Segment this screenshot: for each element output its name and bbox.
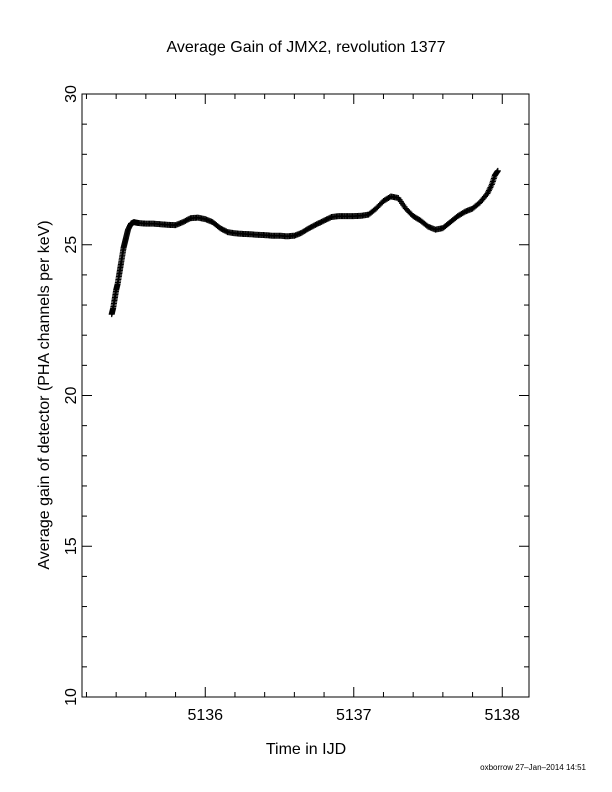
y-tick-label: 10 (63, 688, 80, 706)
x-tick-label: 5137 (336, 707, 372, 724)
y-tick-label: 25 (63, 236, 80, 254)
y-tick-label: 20 (63, 387, 80, 405)
axis-ticks (82, 93, 529, 698)
x-tick-label: 5136 (187, 707, 223, 724)
y-axis-label: Average gain of detector (PHA channels p… (36, 220, 53, 569)
footnote: oxborrow 27–Jan–2014 14:51 (480, 763, 586, 772)
chart-title: Average Gain of JMX2, revolution 1377 (167, 39, 446, 56)
axis-tick-labels: 10 15 20 25 30 5136 5137 5138 (63, 85, 520, 724)
y-tick-label: 15 (63, 537, 80, 555)
x-axis-label: Time in IJD (266, 741, 346, 758)
x-tick-label: 5138 (484, 707, 520, 724)
data-point (494, 167, 501, 174)
y-tick-label: 30 (63, 85, 80, 103)
plot-frame (81, 93, 530, 698)
data-points (108, 167, 501, 318)
